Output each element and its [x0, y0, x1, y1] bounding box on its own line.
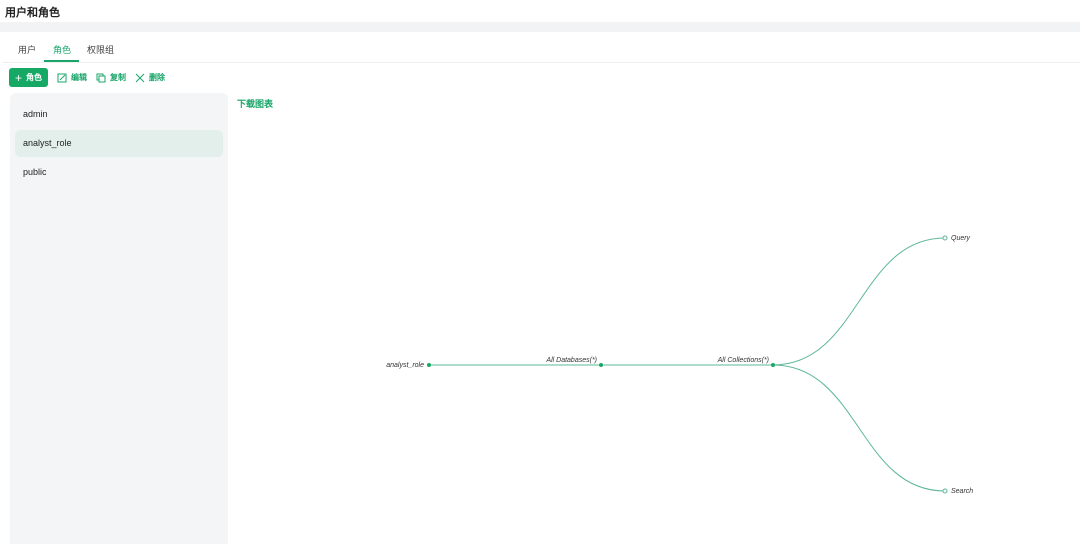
content-card: 用户 角色 权限组 + 角色 编辑 复制 删除 admin analyst_rol… — [3, 32, 1080, 544]
tab-bar: 用户 角色 权限组 — [3, 32, 1080, 63]
copy-label: 复制 — [110, 73, 126, 82]
tab-privilege-groups[interactable]: 权限组 — [87, 45, 115, 55]
add-role-button[interactable]: + 角色 — [9, 68, 48, 87]
node-database[interactable] — [599, 363, 603, 367]
toolbar: + 角色 编辑 复制 删除 — [9, 68, 165, 87]
node-collection[interactable] — [771, 363, 775, 367]
active-tab-indicator — [44, 60, 79, 62]
copy-button[interactable]: 复制 — [96, 72, 126, 83]
node-query[interactable] — [942, 235, 948, 241]
download-chart-link[interactable]: 下载图表 — [237, 99, 274, 109]
delete-label: 删除 — [149, 73, 165, 82]
plus-icon: + — [14, 70, 22, 85]
edit-button[interactable]: 编辑 — [57, 72, 87, 83]
add-label: 角色 — [26, 73, 42, 82]
page-title: 用户和角色 — [5, 7, 60, 19]
role-item-analyst-role[interactable]: analyst_role — [15, 130, 223, 157]
label-database: All Databases(*) — [545, 357, 597, 364]
edit-icon — [57, 73, 67, 82]
divider — [0, 22, 1080, 32]
role-list: admin analyst_role public — [10, 93, 228, 544]
node-root[interactable] — [427, 363, 431, 367]
label-root: analyst_role — [386, 362, 424, 369]
edit-label: 编辑 — [71, 73, 87, 82]
tab-users[interactable]: 用户 — [18, 45, 37, 55]
copy-icon — [96, 73, 106, 82]
node-search[interactable] — [942, 488, 948, 494]
edge-collection-query — [772, 237, 946, 366]
role-item-admin[interactable]: admin — [23, 109, 48, 119]
label-search: Search — [951, 488, 973, 495]
delete-button[interactable]: 删除 — [135, 72, 165, 83]
close-icon — [135, 73, 145, 82]
tab-roles[interactable]: 角色 — [53, 45, 72, 55]
label-collection: All Collections(*) — [717, 357, 769, 364]
role-item-public[interactable]: public — [23, 167, 47, 177]
label-query: Query — [951, 235, 971, 242]
edge-collection-search — [772, 364, 946, 492]
